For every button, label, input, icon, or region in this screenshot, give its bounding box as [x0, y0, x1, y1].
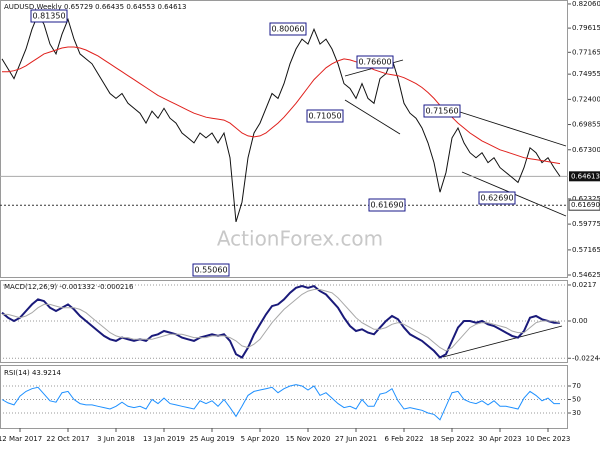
annotation-box	[356, 55, 394, 69]
trendline	[344, 99, 401, 135]
panel-title: RSI(14) 43.9214	[4, 369, 61, 377]
y-tick-label: 0.67300	[572, 146, 600, 154]
annotation-box	[30, 9, 68, 23]
annotation-box	[368, 198, 406, 212]
y-tick-label: 0.00	[572, 317, 588, 325]
series-line	[1, 384, 560, 421]
y-tick-label: 0.82060	[572, 0, 600, 8]
y-tick-label: 0.77165	[572, 48, 600, 56]
x-tick-label: 15 Nov 2020	[286, 435, 331, 443]
x-tick-label: 3 Jun 2018	[97, 435, 135, 443]
current-price-box	[569, 171, 600, 182]
y-tick-label: 50	[572, 395, 581, 403]
y-tick-label: 30	[572, 409, 581, 417]
watermark: ActionForex.com	[217, 227, 383, 251]
panel-title: AUDUSD,Weekly 0.65729 0.66435 0.64553 0.…	[4, 3, 186, 11]
trendline	[459, 111, 567, 147]
x-tick-label: 18 Sep 2022	[430, 435, 474, 443]
annotation: 0.55060	[194, 266, 227, 275]
annotation: 0.81350	[32, 12, 65, 21]
x-tick-label: 22 Oct 2017	[46, 435, 89, 443]
y-tick-label: 0.57165	[572, 246, 600, 254]
annotation: 0.76600	[358, 58, 391, 67]
annotation-box	[306, 109, 344, 123]
annotation: 0.80060	[271, 25, 304, 34]
y-tick-label: 0.79615	[572, 24, 600, 32]
x-tick-label: 6 Feb 2022	[384, 435, 423, 443]
annotation: 0.62690	[480, 194, 513, 203]
trendline	[442, 325, 563, 358]
annotation: 0.71560	[425, 107, 458, 116]
x-tick-label: 30 Apr 2023	[478, 435, 521, 443]
y-tick-label: 0.0217	[572, 281, 597, 289]
annotation-box	[269, 22, 307, 36]
x-tick-label: 12 Mar 2017	[0, 435, 42, 443]
annotation-box	[192, 263, 230, 277]
y-tick-label: 70	[572, 382, 581, 390]
y-tick-label: 0.62325	[572, 195, 600, 203]
annotation: 0.71050	[308, 112, 341, 121]
annotation-box	[423, 104, 461, 118]
x-tick-label: 13 Jan 2019	[143, 435, 185, 443]
x-tick-label: 10 Dec 2023	[526, 435, 571, 443]
annotation-box	[478, 191, 516, 205]
series-line	[2, 289, 561, 352]
x-tick-label: 5 Apr 2020	[241, 435, 280, 443]
current-price-label: 0.64613	[571, 172, 600, 180]
y-tick-label: 0.54625	[572, 271, 600, 279]
series-line	[1, 13, 561, 223]
x-tick-label: 25 Aug 2019	[190, 435, 235, 443]
price-panel	[0, 0, 568, 278]
y-tick-label: 0.74955	[572, 70, 600, 78]
y-tick-label: 0.69855	[572, 121, 600, 129]
x-tick-label: 27 Jun 2021	[335, 435, 377, 443]
panel-title: MACD(12,26,9) -0.001332 -0.000216	[4, 283, 134, 291]
y-tick-label: -0.022445	[572, 354, 600, 362]
level-label: 0.61690	[571, 201, 600, 209]
y-tick-label: 0.72400	[572, 95, 600, 103]
series-line	[2, 46, 561, 165]
series-line	[1, 284, 560, 359]
level-box	[568, 199, 600, 211]
y-tick-label: 0.59775	[572, 220, 600, 228]
rsi-panel	[0, 365, 568, 429]
annotation: 0.61690	[370, 201, 403, 210]
annotations: 0.81350 0.80060 0.76600 0.71050 0.71560 0.616…	[30, 9, 516, 277]
